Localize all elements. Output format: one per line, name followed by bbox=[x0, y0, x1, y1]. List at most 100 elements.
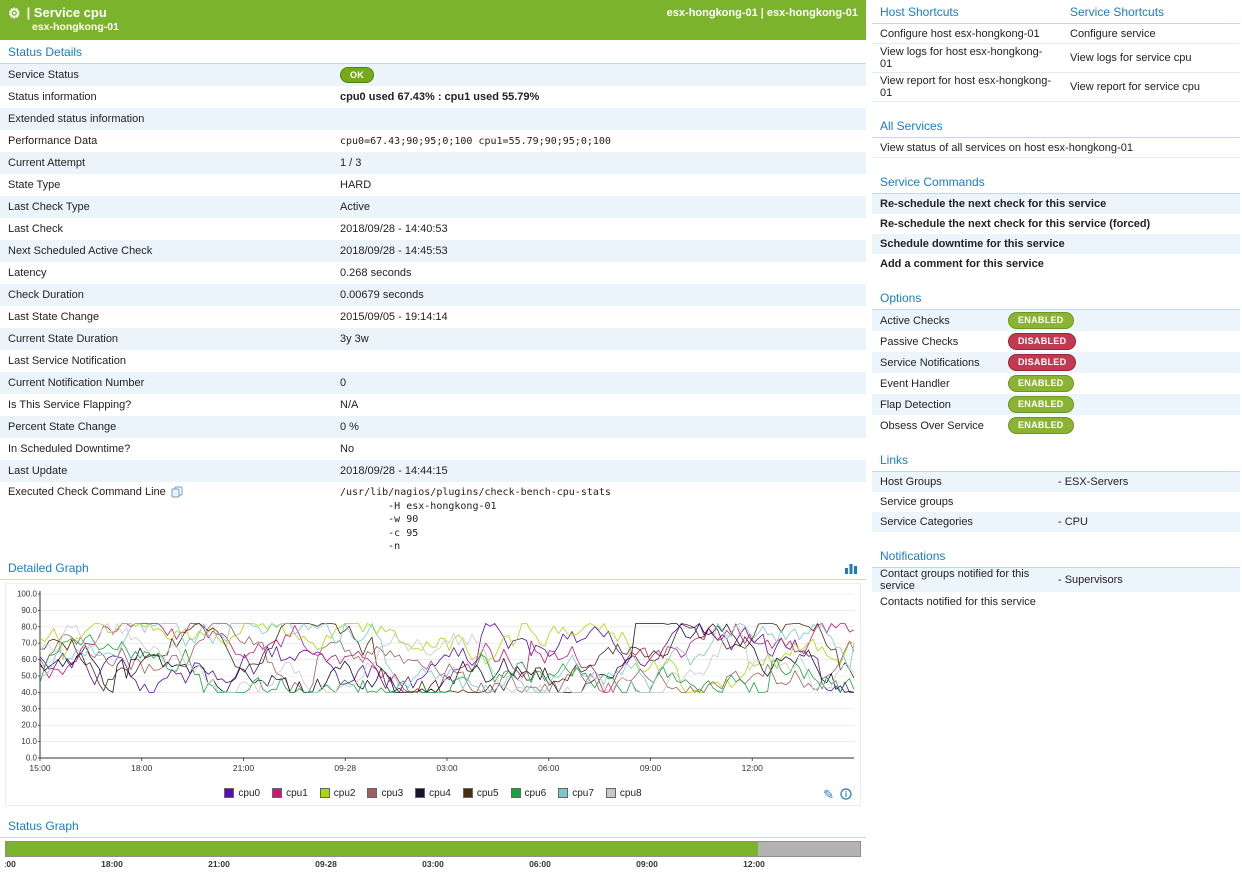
link-value[interactable]: - ESX-Servers bbox=[1058, 476, 1129, 488]
status-value: N/A bbox=[340, 399, 359, 411]
service-shortcut-link[interactable]: View logs for service cpu bbox=[1070, 52, 1192, 64]
service-shortcut-link[interactable]: Configure service bbox=[1070, 27, 1156, 40]
status-label: Current Attempt bbox=[8, 157, 340, 169]
status-nodata-segment bbox=[757, 841, 860, 856]
option-enabled-badge[interactable]: ENABLED bbox=[1008, 417, 1074, 434]
service-command-link[interactable]: Re-schedule the next check for this serv… bbox=[880, 218, 1151, 230]
series-line-cpu4 bbox=[39, 622, 855, 693]
graph-legend: cpu0 cpu1 cpu2 cpu3 cpu4 cpu5 cpu6 cpu7 cpu8 ✎ i bbox=[6, 785, 860, 805]
svg-text:20.0: 20.0 bbox=[21, 720, 37, 729]
host-shortcut-link[interactable]: Configure host esx-hongkong-01 bbox=[880, 27, 1040, 40]
link-row: Host Groups - ESX-Servers bbox=[872, 472, 1240, 492]
shortcuts-heading-row: Host Shortcuts Service Shortcuts bbox=[872, 0, 1240, 24]
all-services-link[interactable]: View status of all services on host esx-… bbox=[880, 141, 1133, 154]
status-label-text: Extended status information bbox=[8, 113, 145, 125]
status-label: Percent State Change bbox=[8, 421, 340, 433]
status-label: Last Check Type bbox=[8, 201, 340, 213]
svg-text:15:00: 15:00 bbox=[29, 763, 51, 773]
options-section: Options Active Checks ENABLED Passive Chec… bbox=[872, 286, 1240, 436]
option-disabled-badge[interactable]: DISABLED bbox=[1008, 354, 1077, 371]
service-command-link[interactable]: Re-schedule the next check for this serv… bbox=[872, 194, 1240, 214]
status-value: Active bbox=[340, 201, 370, 213]
status-row: Percent State Change 0 % bbox=[0, 416, 866, 438]
host-shortcut-link[interactable]: View logs for host esx-hongkong-01 bbox=[880, 46, 1043, 70]
status-details-rows: Service Status OK Status information cpu0 u… bbox=[0, 64, 866, 554]
gear-icon[interactable]: ⚙ bbox=[8, 4, 21, 21]
series-line-cpu6 bbox=[39, 633, 855, 693]
status-row: State Type HARD bbox=[0, 174, 866, 196]
option-row: Active Checks ENABLED bbox=[872, 310, 1240, 331]
option-label: Passive Checks bbox=[880, 335, 959, 348]
option-enabled-badge[interactable]: ENABLED bbox=[1008, 312, 1074, 329]
status-value: 2015/09/05 - 19:14:14 bbox=[340, 311, 448, 323]
status-x-label: 09:00 bbox=[636, 858, 658, 869]
status-value: cpu0=67.43;90;95;0;100 cpu1=55.79;90;95;… bbox=[340, 135, 611, 147]
status-row: Extended status information bbox=[0, 108, 866, 130]
bar-chart-icon[interactable] bbox=[844, 562, 858, 574]
host-subtitle-link[interactable]: esx-hongkong-01 bbox=[32, 21, 119, 33]
option-enabled-badge[interactable]: ENABLED bbox=[1008, 396, 1074, 413]
svg-text:09:00: 09:00 bbox=[640, 763, 662, 773]
status-label: Status information bbox=[8, 91, 340, 103]
status-label-text: Executed Check Command Line bbox=[8, 486, 166, 498]
status-label: Extended status information bbox=[8, 113, 340, 125]
link-value[interactable]: - CPU bbox=[1058, 516, 1088, 528]
legend-swatch-cpu6 bbox=[510, 788, 521, 798]
status-x-label: 12:00 bbox=[743, 858, 765, 869]
series-line-cpu1 bbox=[39, 622, 855, 693]
status-label-text: Service Status bbox=[8, 69, 79, 81]
svg-text:21:00: 21:00 bbox=[233, 763, 255, 773]
status-row: Last Check Type Active bbox=[0, 196, 866, 218]
status-details-heading: Status Details bbox=[0, 40, 866, 64]
option-label: Active Checks bbox=[880, 314, 950, 327]
legend-swatch-cpu5 bbox=[462, 788, 473, 798]
status-row: Is This Service Flapping? N/A bbox=[0, 394, 866, 416]
main-panel: ⚙ | Service cpu esx-hongkong-01 esx-hong… bbox=[0, 0, 866, 869]
status-value: No bbox=[340, 443, 355, 455]
status-label: Last Check bbox=[8, 223, 340, 235]
link-row: Contacts notified for this service bbox=[872, 592, 1240, 612]
links-rows: Host Groups - ESX-Servers Service groups Se… bbox=[872, 472, 1240, 532]
edit-icon[interactable]: ✎ bbox=[823, 786, 834, 802]
all-services-row: View status of all services on host esx-… bbox=[872, 138, 1240, 158]
status-label-text: Last Check Type bbox=[8, 201, 90, 213]
legend-swatch-cpu7 bbox=[558, 788, 569, 798]
service-command-link[interactable]: Schedule downtime for this service bbox=[872, 234, 1240, 254]
status-row: Check Duration 0.00679 seconds bbox=[0, 284, 866, 306]
service-shortcut-link[interactable]: View report for service cpu bbox=[1070, 81, 1201, 93]
info-icon[interactable]: i bbox=[840, 788, 852, 800]
detailed-graph-chart: 0.0 10.0 20.0 30.0 40.0 50.0 60.0 70.0 80.0 90.0 1… bbox=[17, 589, 855, 773]
legend-label: cpu1 bbox=[286, 787, 308, 799]
option-label: Service Notifications bbox=[880, 356, 980, 369]
link-label: Host Groups bbox=[880, 476, 942, 488]
copy-icon[interactable] bbox=[171, 486, 183, 498]
graph-tools: ✎ i bbox=[823, 788, 852, 801]
header-host-links[interactable]: esx-hongkong-01 | esx-hongkong-01 bbox=[666, 7, 858, 19]
option-label: Flap Detection bbox=[880, 398, 951, 411]
legend-swatch-cpu8 bbox=[605, 788, 616, 798]
status-row: Current Notification Number 0 bbox=[0, 372, 866, 394]
link-label: Contacts notified for this service bbox=[880, 596, 1036, 608]
link-value[interactable]: - Supervisors bbox=[1058, 574, 1123, 586]
status-label-text: State Type bbox=[8, 179, 61, 191]
status-x-label: 18:00 bbox=[101, 858, 123, 869]
service-title: | Service cpu bbox=[26, 5, 107, 20]
status-label: Check Duration bbox=[8, 289, 340, 301]
service-command-link[interactable]: Add a comment for this service bbox=[880, 258, 1044, 270]
legend-label: cpu7 bbox=[572, 787, 594, 799]
option-enabled-badge[interactable]: ENABLED bbox=[1008, 375, 1074, 392]
host-shortcut-link[interactable]: View report for host esx-hongkong-01 bbox=[880, 75, 1051, 99]
service-header: ⚙ | Service cpu esx-hongkong-01 esx-hong… bbox=[0, 0, 866, 40]
svg-text:10.0: 10.0 bbox=[21, 737, 37, 746]
link-row: Contact groups notified for this service… bbox=[872, 568, 1240, 592]
option-row: Event Handler ENABLED bbox=[872, 373, 1240, 394]
service-commands-section: Service Commands Re-schedule the next ch… bbox=[872, 170, 1240, 274]
status-value: 0 % bbox=[340, 421, 359, 433]
status-value: cpu0 used 67.43% : cpu1 used 55.79% bbox=[340, 91, 858, 103]
option-disabled-badge[interactable]: DISABLED bbox=[1008, 333, 1077, 350]
shortcut-rows: Configure host esx-hongkong-01 Configure … bbox=[872, 24, 1240, 102]
status-label-text: Performance Data bbox=[8, 135, 98, 147]
status-label-text: Current Notification Number bbox=[8, 377, 145, 389]
detailed-graph-heading-row: Detailed Graph bbox=[0, 556, 866, 580]
legend-label: cpu0 bbox=[238, 787, 261, 799]
